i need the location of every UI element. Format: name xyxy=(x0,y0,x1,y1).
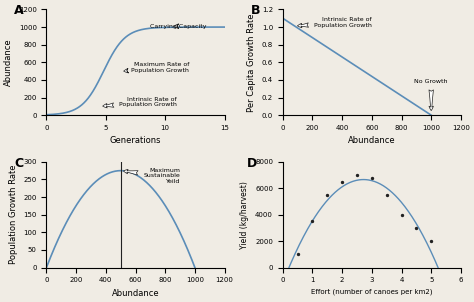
Point xyxy=(412,226,420,230)
Y-axis label: Population Growth Rate: Population Growth Rate xyxy=(9,165,18,265)
Point xyxy=(338,179,346,184)
Text: Carrying Capacity: Carrying Capacity xyxy=(150,24,207,29)
Text: Intrinsic Rate of
Population Growth: Intrinsic Rate of Population Growth xyxy=(297,17,372,28)
Text: Maximum Rate of
Population Growth: Maximum Rate of Population Growth xyxy=(124,62,189,73)
Point xyxy=(368,175,375,180)
Point xyxy=(294,252,301,257)
Point xyxy=(323,192,331,197)
X-axis label: Generations: Generations xyxy=(110,137,161,146)
Text: B: B xyxy=(251,4,260,17)
Point xyxy=(309,219,316,224)
Point xyxy=(353,173,361,178)
Text: A: A xyxy=(14,4,24,17)
Text: Intrinsic Rate of
Population Growth: Intrinsic Rate of Population Growth xyxy=(103,97,177,108)
Y-axis label: Per Capita Growth Rate: Per Capita Growth Rate xyxy=(247,13,256,111)
Text: No Growth: No Growth xyxy=(414,79,448,111)
X-axis label: Effort (number of canoes per km2): Effort (number of canoes per km2) xyxy=(311,289,433,295)
X-axis label: Abundance: Abundance xyxy=(112,289,159,298)
Point xyxy=(383,192,391,197)
Text: Maximum
Sustainable
Yeild: Maximum Sustainable Yeild xyxy=(123,168,180,184)
Y-axis label: Abundance: Abundance xyxy=(4,38,13,86)
Text: D: D xyxy=(247,156,257,169)
Point xyxy=(398,212,405,217)
Y-axis label: Yield (kg/harvest): Yield (kg/harvest) xyxy=(240,181,249,249)
Point xyxy=(428,239,435,243)
Text: C: C xyxy=(14,156,24,169)
X-axis label: Abundance: Abundance xyxy=(348,137,396,146)
